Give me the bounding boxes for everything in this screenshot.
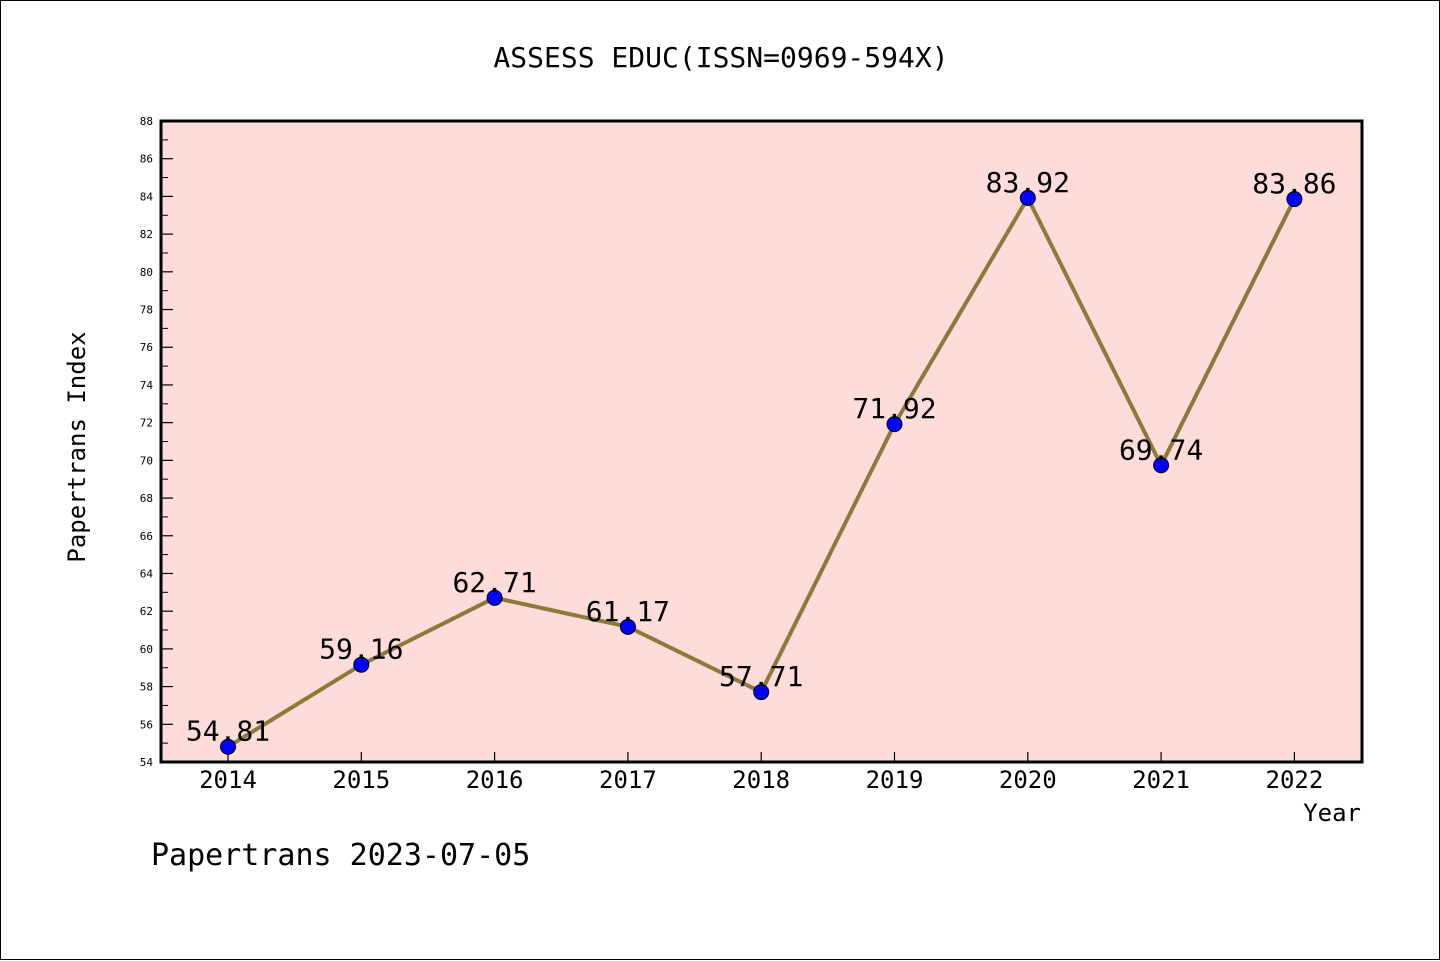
y-tick-label: 66 <box>140 530 153 543</box>
data-point <box>1286 191 1303 208</box>
x-tick-label: 2020 <box>999 766 1057 794</box>
x-tick-label: 2016 <box>466 766 524 794</box>
x-tick-label: 2021 <box>1132 766 1190 794</box>
data-point <box>619 618 636 635</box>
y-tick-label: 88 <box>140 115 153 128</box>
y-axis-label: Papertrans Index <box>63 331 91 562</box>
data-label: 61.17 <box>586 595 670 628</box>
x-tick-label: 2015 <box>332 766 390 794</box>
x-tick-label: 2022 <box>1266 766 1324 794</box>
y-tick-label: 74 <box>140 379 154 392</box>
series-layer: 54.81 59.16 62.71 61.17 57.71 71.92 83.92 69.74… <box>186 166 1337 755</box>
data-label: 83.86 <box>1252 167 1336 200</box>
y-tick-label: 56 <box>140 718 153 731</box>
data-point <box>1153 457 1170 474</box>
y-tick-label: 84 <box>140 190 154 203</box>
plot-area <box>159 119 1364 764</box>
data-label: 59.16 <box>319 633 403 666</box>
data-point <box>353 656 370 673</box>
y-tick-label: 60 <box>140 643 153 656</box>
x-axis-ticks: 2014 2015 2016 2017 2018 2019 2020 2021 2022 <box>199 752 1323 794</box>
y-tick-label: 82 <box>140 228 153 241</box>
y-tick-label: 68 <box>140 492 153 505</box>
y-tick-label: 64 <box>140 567 154 580</box>
data-point <box>886 416 903 433</box>
data-label: 62.71 <box>452 566 536 599</box>
data-point <box>220 738 236 755</box>
y-tick-label: 86 <box>140 153 153 166</box>
data-label: 57.71 <box>719 660 803 693</box>
data-point <box>486 589 503 606</box>
x-axis-label: Year <box>1303 799 1361 827</box>
x-tick-label: 2018 <box>732 766 790 794</box>
y-tick-label: 58 <box>140 681 153 694</box>
y-axis-ticks: 54 56 58 60 62 64 66 68 70 72 74 76 78 80 82 84 86 88 <box>140 115 173 769</box>
x-tick-label: 2014 <box>199 766 257 794</box>
y-tick-label: 76 <box>140 341 153 354</box>
chart-title: ASSESS EDUC(ISSN=0969-594X) <box>493 41 948 74</box>
footer-watermark: Papertrans 2023-07-05 <box>151 838 530 873</box>
data-point <box>753 684 770 701</box>
y-tick-label: 80 <box>140 266 153 279</box>
y-tick-label: 62 <box>140 605 153 618</box>
data-point <box>1019 189 1036 206</box>
y-tick-label: 54 <box>140 756 154 769</box>
x-tick-label: 2019 <box>866 766 924 794</box>
y-tick-label: 70 <box>140 454 153 467</box>
data-label: 71.92 <box>852 392 936 425</box>
y-tick-label: 72 <box>140 417 153 430</box>
y-tick-label: 78 <box>140 304 153 317</box>
data-label: 83.92 <box>986 166 1070 199</box>
x-tick-label: 2017 <box>599 766 657 794</box>
data-label: 54.81 <box>186 715 270 748</box>
data-label: 69.74 <box>1119 433 1203 466</box>
